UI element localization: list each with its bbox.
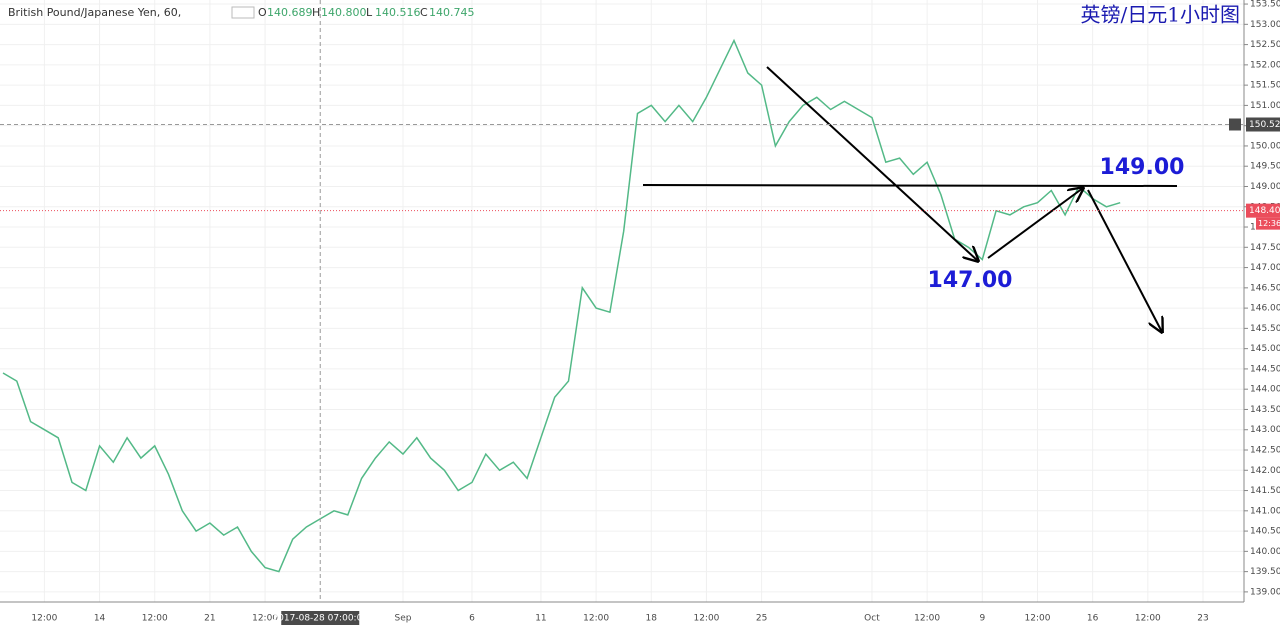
crosshair-time-box bbox=[281, 611, 360, 625]
horizontal-line bbox=[642, 184, 1178, 187]
x-tick-label: Oct bbox=[864, 614, 880, 624]
y-tick-label: 140.000 bbox=[1250, 547, 1280, 557]
y-tick-label: 144.500 bbox=[1250, 364, 1280, 374]
x-tick-label: 11 bbox=[535, 614, 546, 624]
countdown-box bbox=[1256, 217, 1280, 230]
x-tick-label: Sep bbox=[395, 614, 412, 624]
x-tick-label: 12:00 bbox=[914, 614, 940, 624]
y-tick-label: 142.000 bbox=[1250, 466, 1280, 476]
x-tick-label: 12:00 bbox=[31, 614, 57, 624]
x-tick-label: 18 bbox=[646, 614, 658, 624]
ohlc-key: C bbox=[420, 6, 428, 19]
y-tick-label: 141.500 bbox=[1250, 486, 1280, 496]
y-tick-label: 140.500 bbox=[1250, 527, 1280, 537]
x-tick-label: 12:00 bbox=[1025, 614, 1051, 624]
y-tick-label: 150.000 bbox=[1250, 141, 1280, 151]
y-tick-label: 151.000 bbox=[1250, 101, 1280, 111]
y-tick-label: 151.500 bbox=[1250, 81, 1280, 91]
ohlc-key: O bbox=[258, 6, 267, 19]
trend-arrow bbox=[1087, 189, 1162, 332]
x-tick-label: 12:00 bbox=[583, 614, 609, 624]
x-tick-label: 25 bbox=[756, 614, 767, 624]
y-tick-label: 143.000 bbox=[1250, 425, 1280, 435]
y-tick-label: 152.000 bbox=[1250, 60, 1280, 70]
ohlc-value: 140.516 bbox=[375, 6, 421, 19]
y-tick-label: 139.000 bbox=[1250, 587, 1280, 597]
countdown: 12:36 bbox=[1258, 219, 1280, 228]
y-tick-label: 146.500 bbox=[1250, 283, 1280, 293]
y-tick-label: 144.000 bbox=[1250, 385, 1280, 395]
y-tick-label: 149.500 bbox=[1250, 162, 1280, 172]
price-line bbox=[2, 38, 1121, 573]
annotation: 147.00 bbox=[928, 268, 1013, 293]
x-tick-label: 23 bbox=[1197, 614, 1208, 624]
y-tick-label: 146.000 bbox=[1250, 304, 1280, 314]
x-tick-label: 14 bbox=[94, 614, 106, 624]
y-tick-label: 142.500 bbox=[1250, 446, 1280, 456]
x-tick-label: 12:00 bbox=[693, 614, 719, 624]
trend-arrow bbox=[766, 66, 978, 261]
y-tick-label: 141.000 bbox=[1250, 506, 1280, 516]
x-tick-label: 6 bbox=[469, 614, 475, 624]
y-tick-label: 147.500 bbox=[1250, 243, 1280, 253]
x-tick-label: 12:00 bbox=[142, 614, 168, 624]
y-tick-label: 139.500 bbox=[1250, 567, 1280, 577]
ohlc-value: 140.800 bbox=[321, 6, 367, 19]
y-tick-label: 152.500 bbox=[1250, 40, 1280, 50]
ohlc-value: 140.745 bbox=[429, 6, 475, 19]
crosshair-price: 150.529 bbox=[1249, 120, 1280, 130]
trend-arrow bbox=[987, 188, 1083, 259]
chart-title: 英镑/日元1小时图 bbox=[1081, 3, 1240, 27]
symbol[interactable]: British Pound/Japanese Yen, 60, bbox=[8, 6, 181, 19]
x-tick-label: 9 bbox=[979, 614, 985, 624]
y-tick-label: 145.500 bbox=[1250, 324, 1280, 334]
y-tick-label: 149.000 bbox=[1250, 182, 1280, 192]
x-tick-label: 12:00 bbox=[1135, 614, 1161, 624]
annotation: 149.00 bbox=[1100, 155, 1185, 180]
grid bbox=[0, 0, 1244, 602]
last-price: 148.404 bbox=[1249, 206, 1280, 216]
x-tick-label: 16 bbox=[1087, 614, 1099, 624]
ohlc-key: L bbox=[366, 6, 373, 19]
y-tick-label: 145.000 bbox=[1250, 344, 1280, 354]
x-tick-label: 21 bbox=[204, 614, 215, 624]
crosshair-time: 2017-08-28 07:00:00 bbox=[272, 614, 368, 624]
y-tick-label: 143.500 bbox=[1250, 405, 1280, 415]
header-buttons[interactable] bbox=[231, 6, 255, 19]
drawings bbox=[642, 66, 1178, 332]
x-tick-label: 12:00 bbox=[252, 614, 278, 624]
y-tick-label: 153.000 bbox=[1250, 20, 1280, 30]
last-price-box bbox=[1246, 203, 1280, 218]
crosshair-price-box bbox=[1246, 117, 1280, 132]
crosshair-plus bbox=[1229, 118, 1241, 131]
y-tick-label: 153.500 bbox=[1250, 0, 1280, 10]
ohlc-value: 140.689 bbox=[267, 6, 313, 19]
ohlc: O 140.689 H 140.800 L 140.516 C 140.745 bbox=[258, 6, 475, 19]
ohlc-key: H bbox=[312, 6, 320, 19]
plot bbox=[2, 38, 1121, 573]
y-tick-label: 147.000 bbox=[1250, 263, 1280, 273]
